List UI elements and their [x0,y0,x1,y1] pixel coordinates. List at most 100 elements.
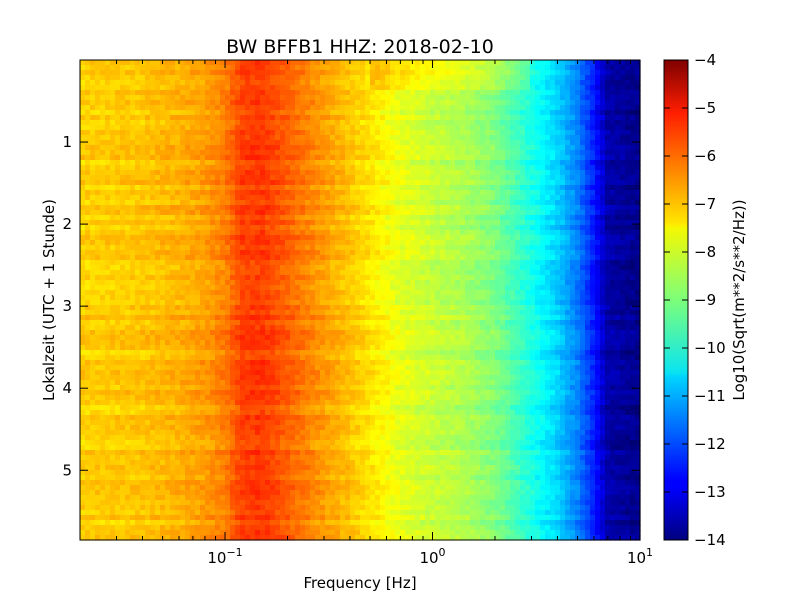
heatmap-cell [460,215,466,221]
heatmap-cell [235,70,241,76]
heatmap-cell [565,65,571,71]
heatmap-cell [105,255,111,261]
heatmap-cell [400,145,406,151]
heatmap-cell [85,165,91,171]
heatmap-cell [405,205,411,211]
heatmap-cell [80,220,86,226]
heatmap-cell [535,140,541,146]
heatmap-cell [325,205,331,211]
heatmap-cell [510,225,516,231]
heatmap-cell [470,230,476,236]
heatmap-cell [565,260,571,266]
heatmap-cell [375,230,381,236]
heatmap-cell [340,205,346,211]
heatmap-cell [145,60,151,66]
heatmap-cell [565,75,571,81]
heatmap-cell [625,260,631,266]
heatmap-cell [625,80,631,86]
heatmap-cell [345,135,351,141]
heatmap-cell [125,220,131,226]
heatmap-cell [370,165,376,171]
heatmap-cell [400,230,406,236]
heatmap-cell [145,270,151,276]
heatmap-cell [405,210,411,216]
heatmap-cell [585,60,591,66]
heatmap-cell [575,130,581,136]
heatmap-cell [520,205,526,211]
heatmap-cell [295,180,301,186]
heatmap-cell [615,130,621,136]
heatmap-cell [160,225,166,231]
heatmap-cell [485,105,491,111]
heatmap-cell [600,110,606,116]
heatmap-cell [325,180,331,186]
heatmap-cell [325,145,331,151]
heatmap-cell [630,90,636,96]
heatmap-cell [580,115,586,121]
heatmap-cell [400,190,406,196]
heatmap-cell [565,245,571,251]
heatmap-cell [550,105,556,111]
heatmap-cell [375,205,381,211]
heatmap-cell [480,255,486,261]
heatmap-cell [145,65,151,71]
heatmap-cell [460,125,466,131]
heatmap-cell [105,160,111,166]
heatmap-cell [490,275,496,281]
heatmap-cell [335,130,341,136]
heatmap-cell [535,120,541,126]
heatmap-cell [520,220,526,226]
heatmap-cell [275,120,281,126]
heatmap-cell [290,115,296,121]
heatmap-cell [380,190,386,196]
heatmap-cell [130,195,136,201]
heatmap-cell [570,170,576,176]
heatmap-cell [495,105,501,111]
heatmap-cell [570,230,576,236]
heatmap-cell [355,240,361,246]
heatmap-cell [545,115,551,121]
heatmap-cell [455,190,461,196]
heatmap-cell [215,155,221,161]
heatmap-cell [430,215,436,221]
heatmap-cell [560,165,566,171]
heatmap-cell [200,210,206,216]
heatmap-cell [435,230,441,236]
heatmap-cell [590,110,596,116]
heatmap-cell [350,220,356,226]
heatmap-cell [275,200,281,206]
heatmap-cell [200,135,206,141]
heatmap-cell [250,280,256,286]
heatmap-cell [550,155,556,161]
heatmap-cell [500,220,506,226]
heatmap-cell [440,220,446,226]
heatmap-cell [370,200,376,206]
heatmap-cell [110,210,116,216]
heatmap-cell [620,85,626,91]
heatmap-cell [540,120,546,126]
heatmap-cell [320,120,326,126]
heatmap-cell [140,280,146,286]
heatmap-cell [365,95,371,101]
heatmap-cell [530,220,536,226]
heatmap-cell [105,155,111,161]
heatmap-cell [260,200,266,206]
heatmap-cell [560,65,566,71]
heatmap-cell [350,265,356,271]
heatmap-cell [355,215,361,221]
heatmap-cell [480,60,486,66]
heatmap-cell [190,240,196,246]
heatmap-cell [175,205,181,211]
heatmap-cell [145,120,151,126]
heatmap-cell [85,140,91,146]
heatmap-cell [315,165,321,171]
heatmap-cell [480,65,486,71]
heatmap-cell [245,85,251,91]
heatmap-cell [210,115,216,121]
heatmap-cell [480,205,486,211]
heatmap-cell [475,65,481,71]
heatmap-cell [190,265,196,271]
heatmap-cell [150,60,156,66]
heatmap-cell [635,265,641,271]
heatmap-cell [310,120,316,126]
